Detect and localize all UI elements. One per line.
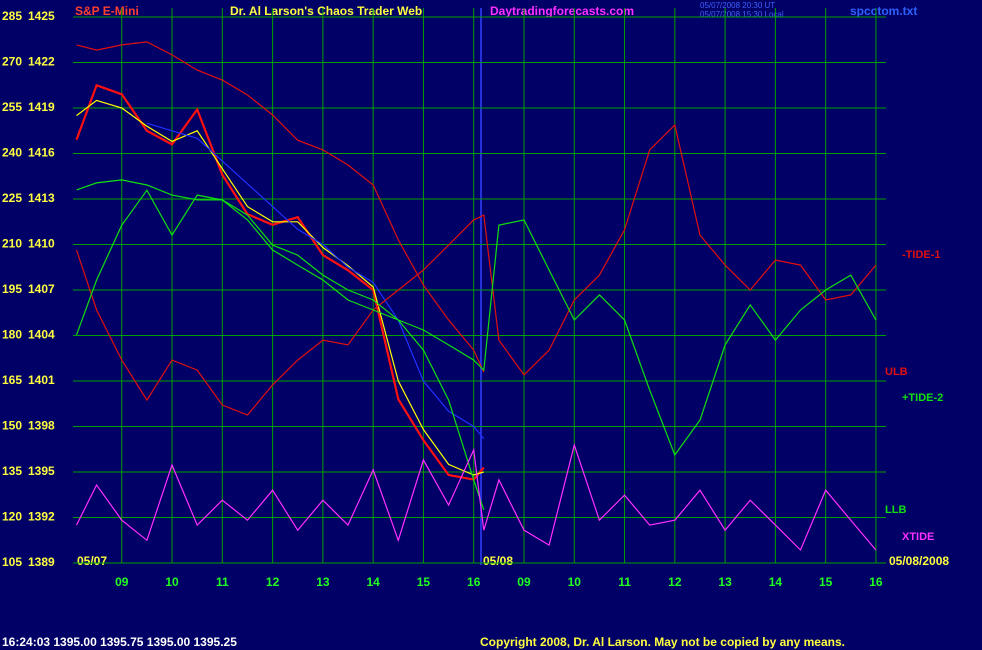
y-tick-label: 210: [2, 237, 22, 251]
y-tick-label: 240: [2, 146, 22, 160]
x-tick-label: 14: [769, 575, 783, 589]
y2-tick-label: 1413: [28, 191, 55, 205]
series-line: [75, 189, 877, 457]
x-tick-label: 13: [316, 575, 330, 589]
legend-label: XTIDE: [902, 531, 934, 543]
series-line: [75, 123, 877, 416]
y2-tick-label: 1407: [28, 282, 55, 296]
series-line: [76, 99, 484, 476]
x-tick-label: 12: [668, 575, 682, 589]
series-line: [76, 179, 485, 511]
y-tick-label: 135: [2, 464, 22, 478]
legend-label: +TIDE-2: [902, 392, 943, 404]
date-label: 05/08/2008: [889, 554, 949, 568]
x-tick-label: 15: [819, 575, 833, 589]
x-tick-label: 16: [467, 575, 481, 589]
series-line: [146, 122, 485, 439]
x-tick-label: 09: [115, 575, 129, 589]
x-tick-label: 09: [517, 575, 531, 589]
y-tick-label: 120: [2, 510, 22, 524]
legend-label: ULB: [885, 366, 908, 378]
y-tick-label: 105: [2, 555, 22, 569]
y2-tick-label: 1410: [28, 237, 55, 251]
y-tick-label: 195: [2, 282, 22, 296]
legend-label: -TIDE-1: [902, 249, 941, 261]
y2-tick-label: 1398: [28, 419, 55, 433]
y2-tick-label: 1395: [28, 464, 55, 478]
y-tick-label: 285: [2, 9, 22, 23]
website: Daytradingforecasts.com: [490, 4, 634, 18]
date-label: 05/07: [77, 554, 107, 568]
y2-tick-label: 1419: [28, 100, 55, 114]
x-tick-label: 10: [165, 575, 179, 589]
instrument: S&P E-Mini: [75, 4, 139, 18]
series-line: [76, 41, 485, 373]
x-tick-label: 11: [216, 575, 229, 589]
y2-tick-label: 1389: [28, 555, 55, 569]
y-tick-label: 225: [2, 191, 22, 205]
series-line: [75, 83, 485, 481]
y2-tick-label: 1416: [28, 146, 55, 160]
y-tick-label: 180: [2, 328, 22, 342]
y2-tick-label: 1425: [28, 9, 55, 23]
y2-tick-label: 1404: [28, 328, 55, 342]
x-tick-label: 15: [417, 575, 431, 589]
y-tick-label: 270: [2, 55, 22, 69]
y-tick-label: 165: [2, 373, 22, 387]
y2-tick-label: 1392: [28, 510, 55, 524]
y-tick-label: 255: [2, 100, 22, 114]
timestamp: 05/07/2008 20:30 UT: [700, 1, 775, 10]
y2-tick-label: 1401: [28, 373, 55, 387]
legend-label: LLB: [885, 504, 906, 516]
x-tick-label: 10: [568, 575, 582, 589]
status: 16:24:03 1395.00 1395.75 1395.00 1395.25: [2, 635, 237, 649]
x-tick-label: 12: [266, 575, 280, 589]
x-tick-label: 16: [869, 575, 883, 589]
x-tick-label: 11: [618, 575, 631, 589]
x-tick-label: 14: [366, 575, 380, 589]
y-tick-label: 150: [2, 419, 22, 433]
series-line: [75, 442, 877, 552]
chart-title: Dr. Al Larson's Chaos Trader Web: [230, 4, 422, 18]
timestamp: 05/07/2008 15:30 Local: [700, 10, 784, 19]
copyright: Copyright 2008, Dr. Al Larson. May not b…: [480, 635, 845, 649]
file-name: spcctom.txt: [850, 4, 917, 18]
date-label: 05/08: [483, 554, 513, 568]
x-tick-label: 13: [718, 575, 732, 589]
y2-tick-label: 1422: [28, 55, 55, 69]
